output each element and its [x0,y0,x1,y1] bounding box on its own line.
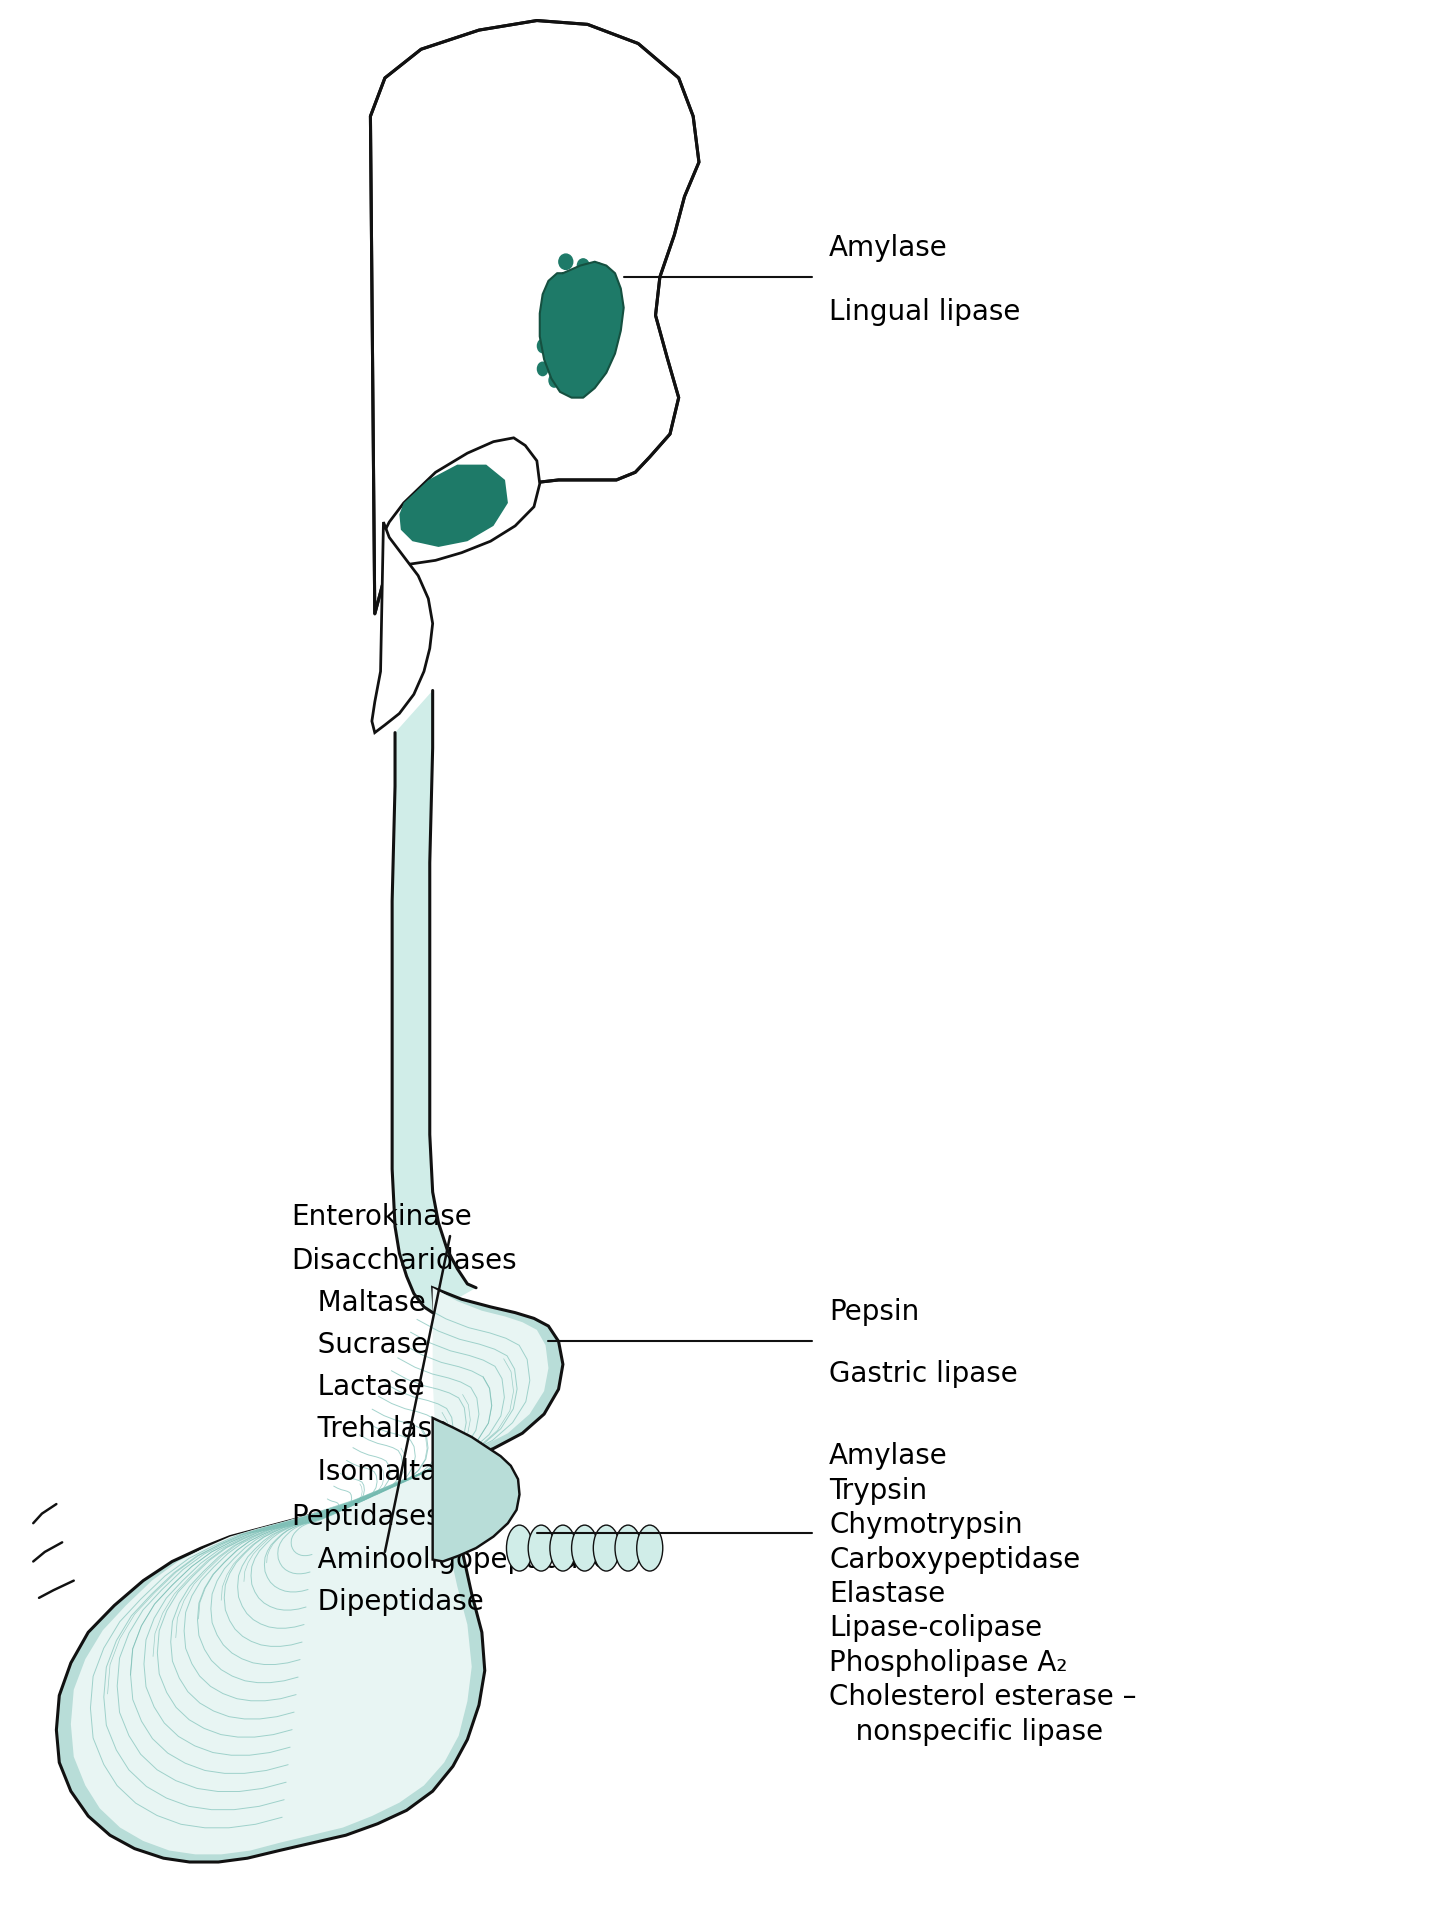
Ellipse shape [579,355,589,368]
Text: Aminooligopeptidase: Aminooligopeptidase [291,1545,609,1574]
Text: Lingual lipase: Lingual lipase [829,297,1021,326]
Ellipse shape [550,374,560,387]
Text: Cholesterol esterase –: Cholesterol esterase – [829,1683,1137,1712]
Ellipse shape [615,1526,641,1572]
Ellipse shape [605,316,615,330]
Text: Pepsin: Pepsin [829,1298,919,1327]
Polygon shape [432,1419,519,1562]
Text: nonspecific lipase: nonspecific lipase [829,1718,1103,1746]
Text: Amylase: Amylase [829,234,948,263]
Text: Dipeptidase: Dipeptidase [291,1587,484,1616]
Ellipse shape [550,1526,576,1572]
Polygon shape [399,464,508,546]
Text: Lactase: Lactase [291,1373,425,1401]
Text: Disaccharidases: Disaccharidases [291,1246,516,1275]
Text: Peptidases: Peptidases [291,1503,441,1532]
Text: Amylase: Amylase [829,1442,948,1470]
Ellipse shape [564,368,574,381]
Polygon shape [71,1288,548,1854]
Text: Gastric lipase: Gastric lipase [829,1361,1018,1388]
Ellipse shape [593,335,603,349]
Ellipse shape [605,274,615,288]
Polygon shape [383,437,539,564]
Ellipse shape [593,263,603,276]
Ellipse shape [528,1526,554,1572]
Polygon shape [371,521,432,732]
Ellipse shape [538,362,548,376]
Text: Carboxypeptidase: Carboxypeptidase [829,1545,1080,1574]
Polygon shape [392,690,476,1313]
Ellipse shape [538,339,548,353]
Text: Sucrase: Sucrase [291,1330,428,1359]
Text: Lipase-colipase: Lipase-colipase [829,1614,1043,1643]
Text: Trehalase: Trehalase [291,1415,450,1444]
Ellipse shape [577,259,589,272]
Ellipse shape [558,255,573,270]
Polygon shape [539,263,624,397]
Polygon shape [370,21,699,613]
Ellipse shape [610,293,621,307]
Text: Phospholipase A₂: Phospholipase A₂ [829,1649,1067,1677]
Text: Elastase: Elastase [829,1580,945,1608]
Text: Chymotrypsin: Chymotrypsin [829,1511,1022,1539]
Ellipse shape [506,1526,532,1572]
Ellipse shape [593,1526,619,1572]
Text: Isomaltase: Isomaltase [291,1457,468,1486]
Ellipse shape [571,1526,597,1572]
Text: Enterokinase: Enterokinase [291,1204,471,1231]
Polygon shape [57,1288,563,1861]
Text: Trypsin: Trypsin [829,1476,928,1505]
Text: Maltase: Maltase [291,1288,426,1317]
Ellipse shape [637,1526,663,1572]
